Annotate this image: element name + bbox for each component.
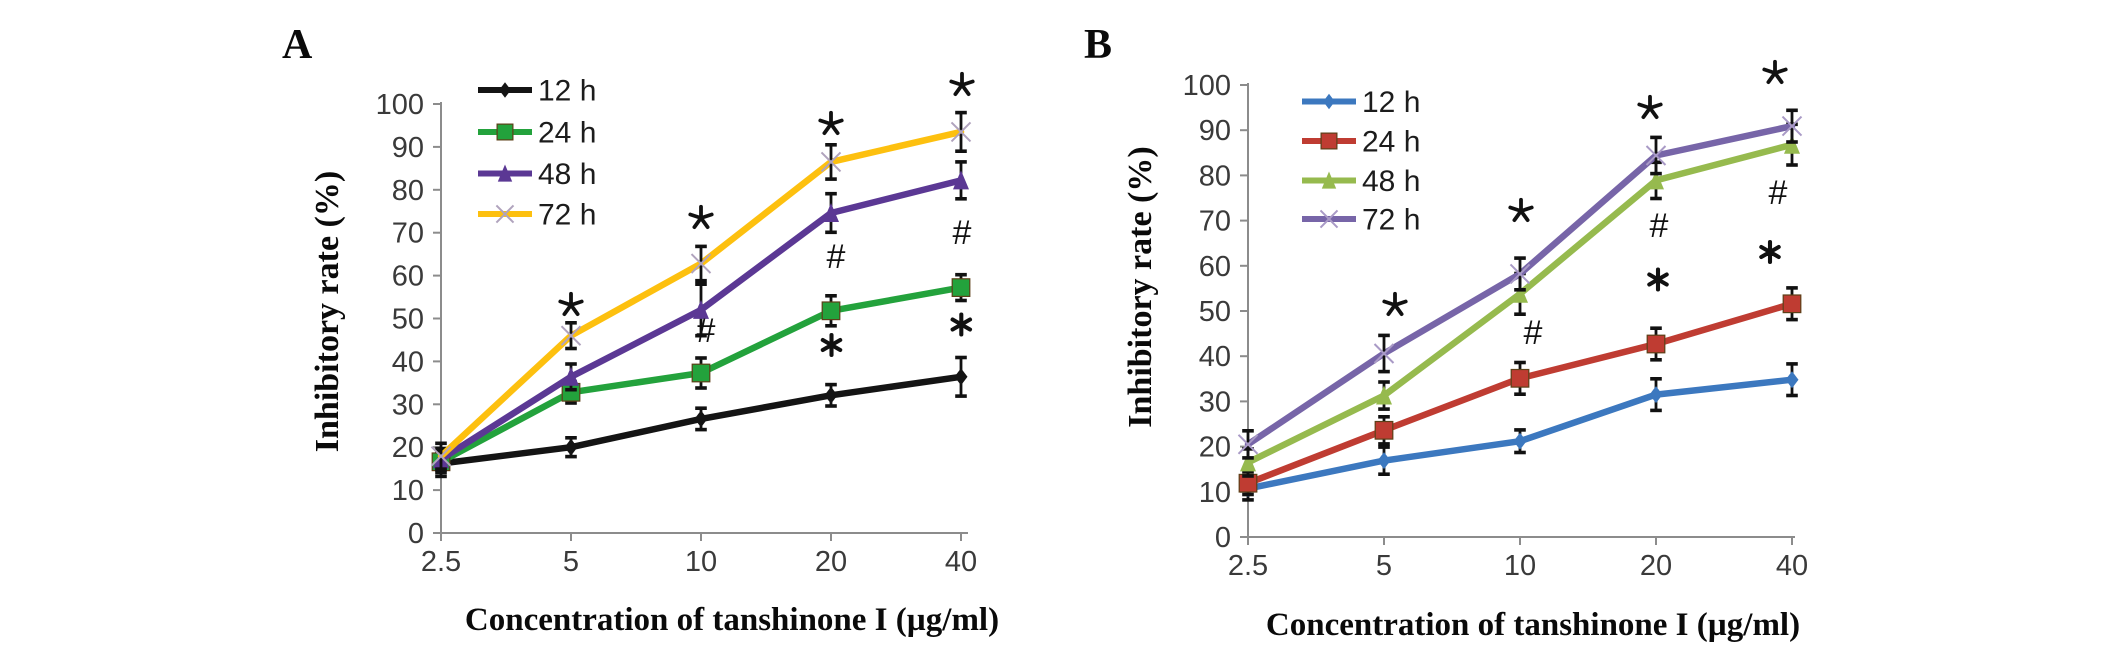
- svg-text:20: 20: [392, 432, 424, 464]
- svg-text:12 h: 12 h: [1362, 86, 1420, 119]
- svg-text:5: 5: [1376, 550, 1392, 582]
- svg-text:90: 90: [1199, 115, 1231, 147]
- svg-text:#: #: [697, 312, 716, 350]
- svg-text:24 h: 24 h: [538, 117, 596, 150]
- svg-text:50: 50: [1199, 296, 1231, 328]
- svg-text:72 h: 72 h: [538, 199, 596, 232]
- svg-text:10: 10: [392, 475, 424, 507]
- svg-text:Inhibitory rate (%): Inhibitory rate (%): [309, 171, 346, 452]
- svg-text:40: 40: [1199, 341, 1231, 373]
- svg-text:40: 40: [945, 546, 977, 578]
- svg-text:10: 10: [685, 546, 717, 578]
- svg-text:48 h: 48 h: [538, 158, 596, 191]
- svg-text:#: #: [1769, 174, 1788, 212]
- svg-text:100: 100: [1183, 70, 1231, 102]
- svg-text:20: 20: [1199, 432, 1231, 464]
- svg-text:0: 0: [1215, 522, 1231, 554]
- svg-text:12 h: 12 h: [538, 75, 596, 108]
- svg-text:80: 80: [392, 175, 424, 207]
- svg-text:80: 80: [1199, 160, 1231, 192]
- svg-text:100: 100: [376, 89, 424, 121]
- svg-text:Concentration of tanshinone I: Concentration of tanshinone I (µg/ml): [1266, 607, 1800, 643]
- svg-text:#: #: [1650, 207, 1669, 245]
- svg-text:10: 10: [1199, 477, 1231, 509]
- svg-text:40: 40: [392, 346, 424, 378]
- svg-text:48 h: 48 h: [1362, 165, 1420, 198]
- svg-text:72 h: 72 h: [1362, 204, 1420, 237]
- svg-text:B: B: [1084, 22, 1112, 68]
- svg-text:70: 70: [392, 218, 424, 250]
- svg-text:#: #: [827, 238, 846, 276]
- svg-text:#: #: [953, 214, 972, 252]
- svg-text:30: 30: [1199, 386, 1231, 418]
- svg-text:20: 20: [1640, 550, 1672, 582]
- svg-text:30: 30: [392, 389, 424, 421]
- svg-text:20: 20: [815, 546, 847, 578]
- svg-text:90: 90: [392, 132, 424, 164]
- svg-text:60: 60: [392, 261, 424, 293]
- svg-text:Concentration of tanshinone I: Concentration of tanshinone I (µg/ml): [465, 602, 999, 638]
- svg-text:2.5: 2.5: [421, 546, 461, 578]
- svg-text:24 h: 24 h: [1362, 126, 1420, 159]
- svg-text:50: 50: [392, 304, 424, 336]
- svg-text:A: A: [282, 22, 313, 68]
- svg-text:Inhibitory rate (%): Inhibitory rate (%): [1122, 146, 1159, 427]
- svg-text:70: 70: [1199, 206, 1231, 238]
- svg-text:0: 0: [408, 518, 424, 550]
- svg-text:60: 60: [1199, 251, 1231, 283]
- svg-text:2.5: 2.5: [1228, 550, 1268, 582]
- svg-text:5: 5: [563, 546, 579, 578]
- svg-text:10: 10: [1504, 550, 1536, 582]
- svg-text:#: #: [1524, 314, 1543, 352]
- svg-text:40: 40: [1776, 550, 1808, 582]
